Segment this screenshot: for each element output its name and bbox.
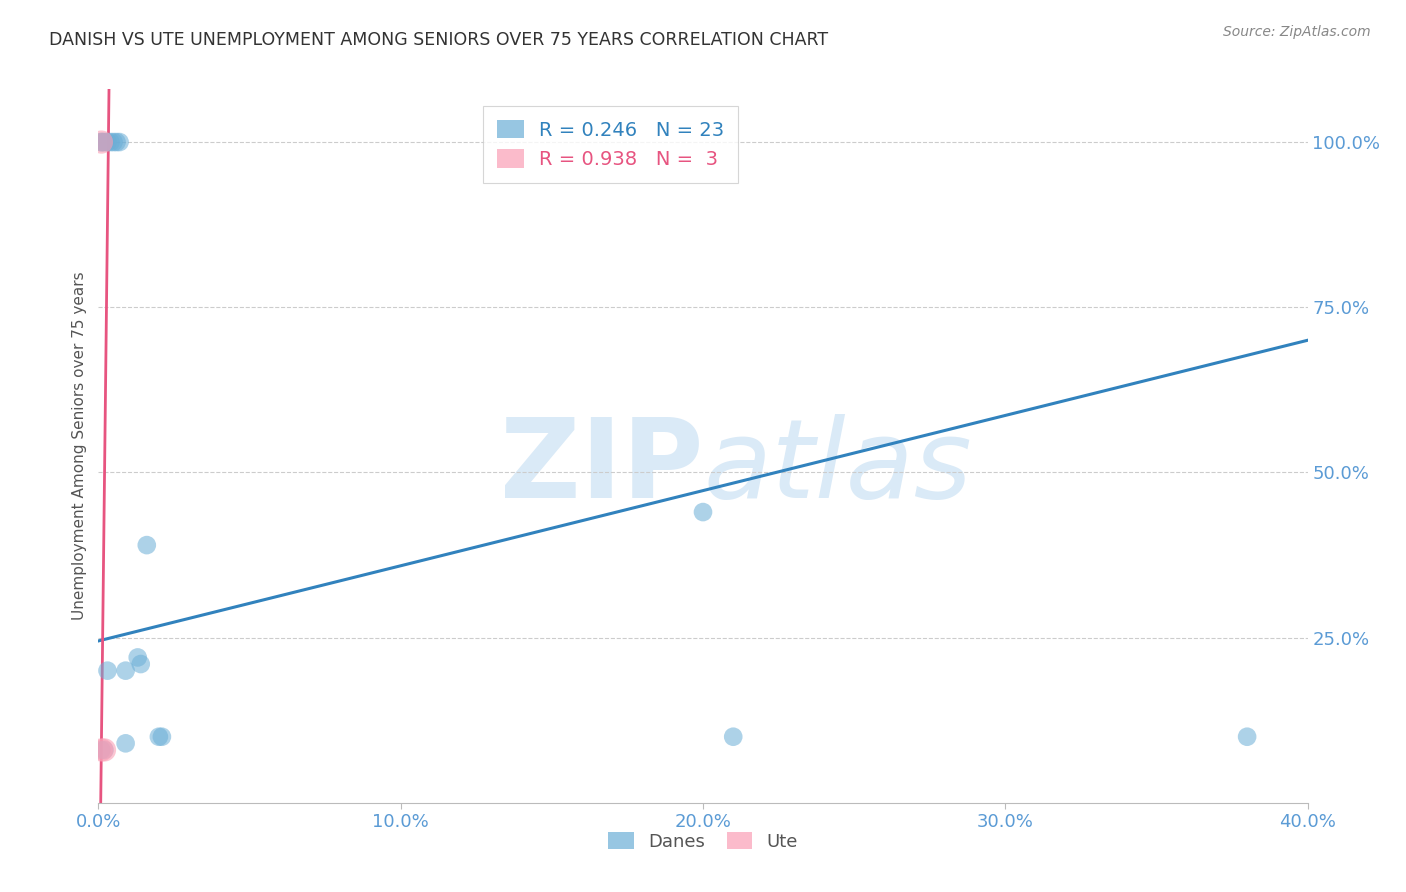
Point: [90, 743, 112, 757]
Point: [723, 730, 745, 744]
Point: [100, 135, 122, 149]
Legend: Danes, Ute: Danes, Ute: [602, 825, 804, 858]
Y-axis label: Unemployment Among Seniors over 75 years: Unemployment Among Seniors over 75 years: [72, 272, 87, 620]
Point: [93, 135, 115, 149]
Point: [114, 664, 136, 678]
Point: [90, 135, 112, 149]
Point: [127, 650, 149, 665]
Point: [90, 135, 112, 149]
Text: ZIP: ZIP: [499, 414, 703, 521]
Point: [105, 135, 128, 149]
Point: [90, 743, 112, 757]
Text: Source: ZipAtlas.com: Source: ZipAtlas.com: [1223, 25, 1371, 39]
Point: [96, 135, 118, 149]
Point: [692, 505, 714, 519]
Point: [93, 743, 115, 757]
Text: atlas: atlas: [703, 414, 972, 521]
Point: [90, 135, 112, 149]
Point: [150, 730, 173, 744]
Point: [114, 736, 136, 750]
Point: [103, 135, 125, 149]
Point: [108, 135, 131, 149]
Point: [129, 657, 152, 671]
Point: [135, 538, 157, 552]
Point: [96, 664, 118, 678]
Point: [93, 135, 115, 149]
Point: [90, 135, 112, 149]
Text: DANISH VS UTE UNEMPLOYMENT AMONG SENIORS OVER 75 YEARS CORRELATION CHART: DANISH VS UTE UNEMPLOYMENT AMONG SENIORS…: [49, 31, 828, 49]
Point: [148, 730, 170, 744]
Point: [1236, 730, 1258, 744]
Point: [93, 743, 115, 757]
